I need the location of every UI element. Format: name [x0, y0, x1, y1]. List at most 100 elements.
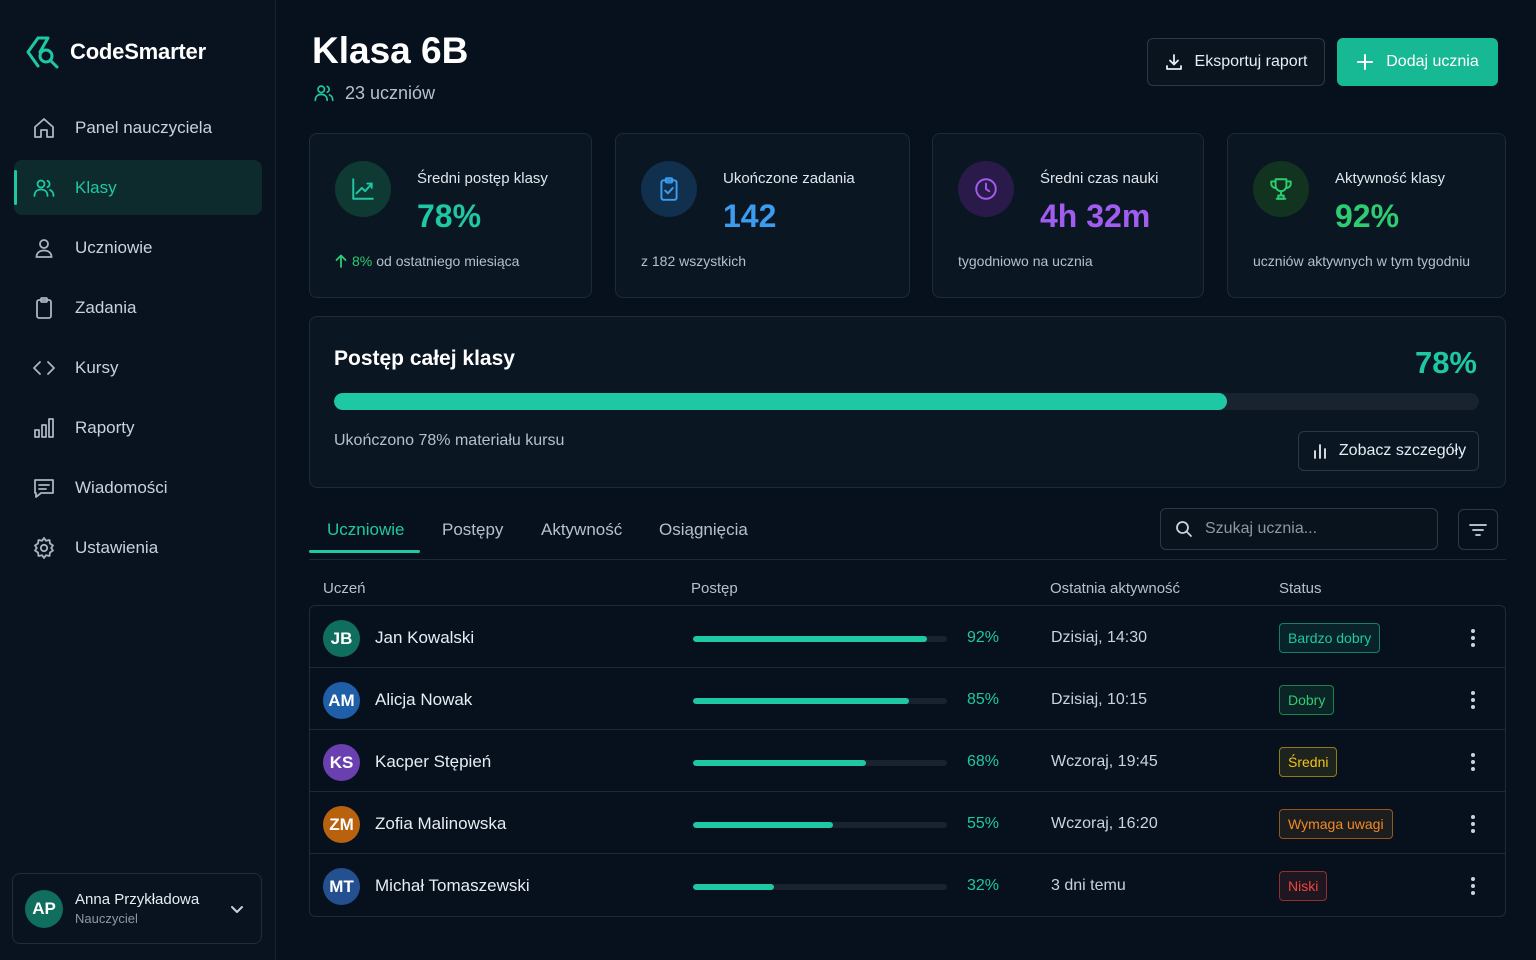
- add-student-label: Dodaj ucznia: [1386, 53, 1479, 70]
- student-progress-fill: [693, 760, 866, 766]
- student-count-label: 23 uczniów: [345, 82, 436, 103]
- users-icon: [32, 176, 56, 200]
- export-report-label: Eksportuj raport: [1194, 53, 1308, 70]
- page-title: Klasa 6B: [312, 30, 469, 71]
- sidebar-item-kursy[interactable]: Kursy: [14, 340, 262, 395]
- export-report-button[interactable]: Eksportuj raport: [1147, 38, 1325, 86]
- avatar: JB: [323, 620, 360, 657]
- table-row[interactable]: JB Jan Kowalski 92% Dzisiaj, 14:30 Bardz…: [310, 606, 1505, 668]
- table-row[interactable]: MT Michał Tomaszewski 32% 3 dni temu Nis…: [310, 854, 1505, 916]
- clipboard-check-icon: [641, 161, 697, 217]
- student-progress-fill: [693, 698, 909, 704]
- more-options-icon[interactable]: [1462, 688, 1484, 712]
- users-icon: [313, 82, 335, 104]
- filter-icon: [1468, 522, 1488, 538]
- table-row[interactable]: KS Kacper Stępień 68% Wczoraj, 19:45 Śre…: [310, 730, 1505, 792]
- plus-icon: [1356, 53, 1374, 71]
- student-progress-bar: [693, 822, 947, 828]
- sidebar-item-zadania[interactable]: Zadania: [14, 280, 262, 335]
- student-progress-fill: [693, 822, 833, 828]
- sidebar-item-label: Raporty: [75, 417, 135, 437]
- sidebar: CodeSmarter Panel nauczyciela Klasy Uczn…: [0, 0, 276, 960]
- avatar: KS: [323, 744, 360, 781]
- user-name: Anna Przykładowa: [75, 891, 200, 908]
- user-menu[interactable]: AP Anna Przykładowa Nauczyciel: [12, 873, 262, 944]
- trophy-icon: [1253, 161, 1309, 217]
- tab-aktywnosc[interactable]: Aktywność: [541, 520, 623, 539]
- class-progress-note: Ukończono 78% materiału kursu: [334, 432, 565, 449]
- tab-osiagniecia[interactable]: Osiągnięcia: [659, 520, 748, 539]
- stat-delta: 8%: [352, 253, 373, 269]
- student-name[interactable]: Kacper Stępień: [375, 752, 492, 771]
- view-details-label: Zobacz szczegóły: [1338, 442, 1467, 459]
- sidebar-item-label: Wiadomości: [75, 477, 168, 497]
- filter-button[interactable]: [1458, 509, 1498, 550]
- class-progress-bar: [334, 393, 1479, 410]
- more-options-icon[interactable]: [1462, 626, 1484, 650]
- view-details-button[interactable]: Zobacz szczegóły: [1298, 431, 1479, 471]
- stat-value: 78%: [417, 198, 482, 234]
- students-table: JB Jan Kowalski 92% Dzisiaj, 14:30 Bardz…: [309, 605, 1506, 917]
- stat-foot: uczniów aktywnych w tym tygodniu: [1253, 253, 1471, 269]
- student-name[interactable]: Michał Tomaszewski: [375, 876, 530, 895]
- class-progress-title: Postęp całej klasy: [334, 347, 515, 370]
- user-role: Nauczyciel: [75, 911, 138, 926]
- gear-icon: [32, 536, 56, 560]
- add-student-button[interactable]: Dodaj ucznia: [1337, 38, 1498, 86]
- status-badge: Niski: [1279, 871, 1328, 901]
- more-options-icon[interactable]: [1462, 812, 1484, 836]
- sidebar-item-raporty[interactable]: Raporty: [14, 400, 262, 455]
- avatar: ZM: [323, 806, 360, 843]
- stat-foot: 8% od ostatniego miesiąca: [335, 253, 519, 269]
- more-options-icon[interactable]: [1462, 750, 1484, 774]
- status-badge: Średni: [1279, 747, 1338, 777]
- stat-label: Aktywność klasy: [1335, 170, 1446, 187]
- tab-postepy[interactable]: Postępy: [442, 520, 504, 539]
- student-progress-bar: [693, 636, 947, 642]
- sidebar-item-klasy[interactable]: Klasy: [14, 160, 262, 215]
- student-tabs: Uczniowie Postępy Aktywność Osiągnięcia: [309, 508, 1506, 560]
- trend-up-icon: [335, 161, 391, 217]
- student-last-activity: Dzisiaj, 10:15: [1051, 691, 1148, 708]
- student-progress-bar: [693, 884, 947, 890]
- stat-foot-text: od ostatniego miesiąca: [376, 253, 520, 269]
- student-search[interactable]: [1160, 508, 1438, 550]
- avatar: AM: [323, 682, 360, 719]
- class-progress-percent: 78%: [1414, 345, 1477, 380]
- column-header-last-activity[interactable]: Ostatnia aktywność: [1050, 580, 1181, 597]
- stat-value: 92%: [1335, 198, 1400, 234]
- student-last-activity: 3 dni temu: [1051, 877, 1126, 894]
- status-badge: Dobry: [1279, 685, 1335, 715]
- student-name[interactable]: Zofia Malinowska: [375, 814, 507, 833]
- avatar: MT: [323, 868, 360, 905]
- app-logo[interactable]: CodeSmarter: [24, 34, 206, 70]
- more-options-icon[interactable]: [1462, 874, 1484, 898]
- student-progress-percent: 92%: [967, 629, 1000, 646]
- bar-chart-icon: [1311, 442, 1329, 460]
- student-name[interactable]: Jan Kowalski: [375, 628, 475, 647]
- stat-foot: tygodniowo na ucznia: [958, 253, 1093, 269]
- student-last-activity: Dzisiaj, 14:30: [1051, 629, 1148, 646]
- student-count: 23 uczniów: [313, 82, 435, 104]
- column-header-progress[interactable]: Postęp: [691, 580, 738, 597]
- student-last-activity: Wczoraj, 19:45: [1051, 753, 1158, 770]
- code-icon: [32, 356, 56, 380]
- chevron-down-icon[interactable]: [229, 901, 245, 917]
- sidebar-item-uczniowie[interactable]: Uczniowie: [14, 220, 262, 275]
- table-row[interactable]: ZM Zofia Malinowska 55% Wczoraj, 16:20 W…: [310, 792, 1505, 854]
- student-name[interactable]: Alicja Nowak: [375, 690, 473, 709]
- student-progress-fill: [693, 884, 775, 890]
- sidebar-item-panel[interactable]: Panel nauczyciela: [14, 100, 262, 155]
- status-badge: Bardzo dobry: [1279, 623, 1381, 653]
- sidebar-item-wiadomosci[interactable]: Wiadomości: [14, 460, 262, 515]
- arrow-up-icon: [335, 254, 347, 268]
- column-header-status[interactable]: Status: [1279, 580, 1322, 597]
- search-input[interactable]: [1205, 520, 1405, 538]
- stat-label: Średni postęp klasy: [417, 170, 548, 187]
- sidebar-item-ustawienia[interactable]: Ustawienia: [14, 520, 262, 575]
- table-row[interactable]: AM Alicja Nowak 85% Dzisiaj, 10:15 Dobry: [310, 668, 1505, 730]
- stat-value: 4h 32m: [1040, 198, 1151, 234]
- tab-uczniowie[interactable]: Uczniowie: [327, 520, 405, 539]
- column-header-student[interactable]: Uczeń: [323, 580, 366, 597]
- bar-chart-icon: [32, 416, 56, 440]
